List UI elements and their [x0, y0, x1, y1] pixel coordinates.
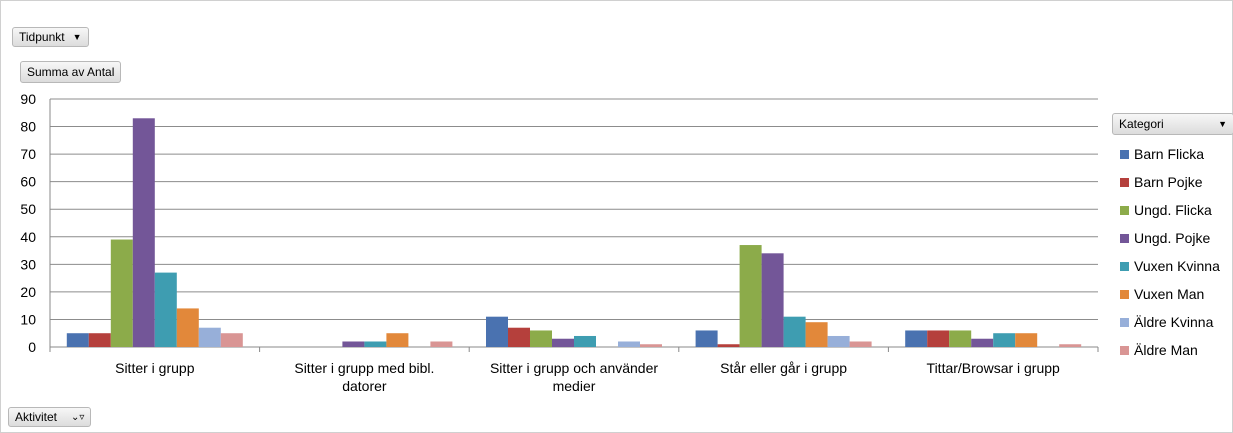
legend-swatch: [1120, 345, 1129, 355]
y-tick-label: 90: [20, 91, 36, 107]
bar: [386, 333, 409, 347]
legend-swatch: [1120, 177, 1129, 187]
legend-swatch: [1120, 149, 1129, 159]
kategori-label: Kategori: [1119, 117, 1164, 131]
summa-label: Summa av Antal: [27, 65, 115, 79]
y-tick-label: 60: [20, 174, 36, 190]
bar: [132, 118, 155, 348]
legend-label: Ungd. Pojke: [1134, 230, 1211, 246]
y-tick-label: 20: [20, 284, 36, 300]
legend-label: Vuxen Man: [1134, 286, 1205, 302]
legend-item: Vuxen Man: [1120, 280, 1220, 308]
bar: [640, 344, 662, 347]
bar: [849, 341, 872, 347]
bar: [154, 272, 177, 347]
bar: [1015, 333, 1038, 347]
bar: [176, 308, 199, 347]
bar: [530, 330, 552, 347]
summa-av-antal-field[interactable]: Summa av Antal: [20, 61, 122, 83]
bar: [220, 333, 243, 347]
bar: [927, 330, 950, 347]
bar: [486, 316, 508, 347]
bar: [783, 316, 806, 347]
bar: [717, 344, 740, 347]
legend-swatch: [1120, 261, 1129, 271]
bar: [364, 341, 387, 347]
kategori-filter-button[interactable]: Kategori ▼: [1112, 113, 1233, 135]
x-category-label: Sitter i grupp och använder medier: [490, 360, 658, 394]
aktivitet-filter-button[interactable]: Aktivitet ⌄▿: [8, 407, 92, 427]
bar: [552, 338, 574, 347]
legend-label: Äldre Man: [1134, 342, 1198, 358]
x-category-label: Tittar/Browsar i grupp: [927, 360, 1061, 376]
legend-swatch: [1120, 289, 1129, 299]
legend-swatch: [1120, 205, 1129, 215]
y-tick-label: 50: [20, 201, 36, 217]
aktivitet-label: Aktivitet: [15, 410, 58, 424]
y-tick-label: 10: [20, 311, 36, 327]
legend-label: Äldre Kvinna: [1134, 314, 1214, 330]
legend-label: Barn Flicka: [1134, 146, 1205, 162]
legend-label: Barn Pojke: [1134, 174, 1203, 190]
legend-item: Äldre Kvinna: [1120, 308, 1220, 336]
legend-item: Vuxen Kvinna: [1120, 252, 1220, 280]
dropdown-arrow-icon: ▼: [1218, 119, 1227, 129]
bar: [430, 341, 453, 347]
filter-dropdown-icon: ⌄▿: [71, 411, 85, 423]
legend-item: Ungd. Pojke: [1120, 224, 1220, 252]
bar: [805, 322, 828, 347]
legend-label: Ungd. Flicka: [1134, 202, 1212, 218]
bar: [198, 327, 221, 347]
legend-item: Barn Flicka: [1120, 140, 1220, 168]
bar: [66, 333, 89, 347]
bar: [827, 335, 850, 347]
legend-item: Ungd. Flicka: [1120, 196, 1220, 224]
bar: [110, 239, 133, 347]
y-tick-label: 30: [20, 256, 36, 272]
bar: [618, 341, 640, 347]
y-tick-label: 40: [20, 229, 36, 245]
y-tick-label: 80: [20, 119, 36, 135]
bar: [761, 253, 784, 347]
bar: [905, 330, 928, 347]
bar: [508, 327, 530, 347]
bar: [574, 335, 596, 347]
y-tick-label: 70: [20, 146, 36, 162]
legend-label: Vuxen Kvinna: [1134, 258, 1220, 274]
dropdown-arrow-icon: ▼: [72, 32, 82, 42]
legend-swatch: [1120, 317, 1129, 327]
x-category-label: Sitter i grupp: [115, 360, 195, 376]
x-category-label: Sitter i grupp med bibl. datorer: [294, 360, 434, 394]
bar: [88, 333, 111, 347]
chart-legend: Barn Flicka Barn Pojke Ungd. Flicka Ungd. P…: [1120, 140, 1220, 364]
y-tick-label: 0: [28, 339, 36, 355]
bar: [695, 330, 718, 347]
bar: [971, 338, 994, 347]
bar: [993, 333, 1016, 347]
tidpunkt-filter-button[interactable]: Tidpunkt ▼: [12, 27, 89, 47]
x-category-label: Står eller går i grupp: [720, 360, 847, 376]
legend-item: Äldre Man: [1120, 336, 1220, 364]
legend-swatch: [1120, 233, 1129, 243]
bar: [1059, 344, 1082, 347]
bar: [949, 330, 972, 347]
tidpunkt-label: Tidpunkt: [19, 30, 65, 44]
bar: [739, 245, 762, 347]
legend-item: Barn Pojke: [1120, 168, 1220, 196]
bar: [342, 341, 365, 347]
